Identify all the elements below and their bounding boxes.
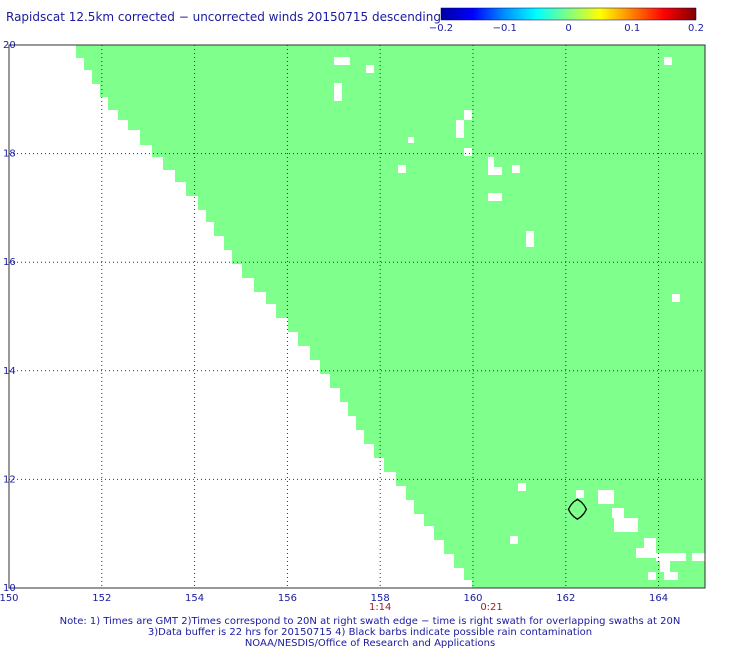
longitude-label: 150 [0, 593, 19, 604]
no-data-cell [464, 110, 472, 120]
note-line-3: NOAA/NESDIS/Office of Research and Appli… [244, 638, 496, 649]
colorbar: −0.2 −0.1 0 0.1 0.2 [429, 7, 704, 34]
no-data-cell [488, 193, 502, 201]
colorbar-label: −0.2 [429, 23, 453, 34]
no-data-cell [672, 294, 680, 302]
no-data-cell [334, 83, 342, 101]
latitude-tick-labels: 20 18 16 14 12 10 [3, 40, 16, 594]
no-data-cell [464, 148, 472, 156]
no-data-cell [526, 231, 534, 247]
no-data-cell [576, 490, 584, 498]
latitude-label: 16 [3, 257, 16, 268]
swath-polygon [76, 45, 705, 588]
no-data-cell [656, 553, 686, 561]
latitude-label: 12 [3, 474, 16, 485]
map-frame [8, 44, 706, 589]
latitude-label: 18 [3, 149, 16, 160]
latitude-label: 14 [3, 366, 16, 377]
longitude-label: 154 [185, 593, 204, 604]
lat-lon-grid [9, 45, 705, 588]
note-line-2: 3)Data buffer is 22 hrs for 20150715 4) … [147, 627, 593, 638]
colorbar-gradient [440, 7, 697, 21]
no-data-cell [518, 483, 526, 491]
no-data-cell [488, 157, 494, 167]
note-line-1: Note: 1) Times are GMT 2)Times correspon… [59, 616, 681, 627]
latitude-label: 10 [3, 583, 16, 594]
no-data-cell [664, 57, 672, 65]
no-data-cell [512, 165, 520, 173]
no-data-cell [488, 167, 502, 175]
colorbar-labels: −0.2 −0.1 0 0.1 0.2 [429, 23, 704, 34]
colorbar-label: −0.1 [493, 23, 517, 34]
no-data-cell [660, 560, 670, 572]
no-data-cell [456, 120, 464, 138]
no-data-cell [708, 545, 728, 559]
longitude-label: 160 [463, 593, 482, 604]
colorbar-label: 0.1 [624, 23, 640, 34]
latitude-label: 20 [3, 40, 16, 51]
swath-time-label: 0:21 [480, 602, 502, 613]
colorbar-label: 0.2 [688, 23, 704, 34]
swath-time-labels: 1:14 0:21 [369, 602, 503, 613]
rain-contamination-contour [567, 498, 588, 520]
swath-time-label: 1:14 [369, 602, 391, 613]
no-data-cell [510, 536, 518, 544]
no-data-cell [398, 165, 406, 173]
no-data-cell [644, 538, 656, 548]
swath-area [76, 45, 705, 588]
longitude-label: 164 [649, 593, 668, 604]
no-data-cell [664, 572, 678, 580]
longitude-tick-labels: 150 152 154 156 158 160 162 164 [0, 593, 668, 604]
no-data-cell [366, 65, 374, 73]
longitude-label: 152 [92, 593, 111, 604]
no-data-gaps [334, 57, 728, 580]
colorbar-label: 0 [565, 23, 571, 34]
no-data-cell [648, 572, 656, 580]
no-data-cell [334, 57, 350, 65]
no-data-cell [636, 548, 656, 558]
no-data-cell [716, 562, 724, 570]
no-data-cell [408, 137, 414, 143]
longitude-label: 158 [371, 593, 390, 604]
no-data-cell [612, 508, 624, 518]
longitude-label: 156 [278, 593, 297, 604]
longitude-label: 162 [556, 593, 575, 604]
map-title: Rapidscat 12.5km corrected − uncorrected… [6, 10, 441, 24]
no-data-cell [598, 490, 614, 504]
no-data-cell [692, 553, 708, 561]
no-data-cell [614, 518, 638, 532]
